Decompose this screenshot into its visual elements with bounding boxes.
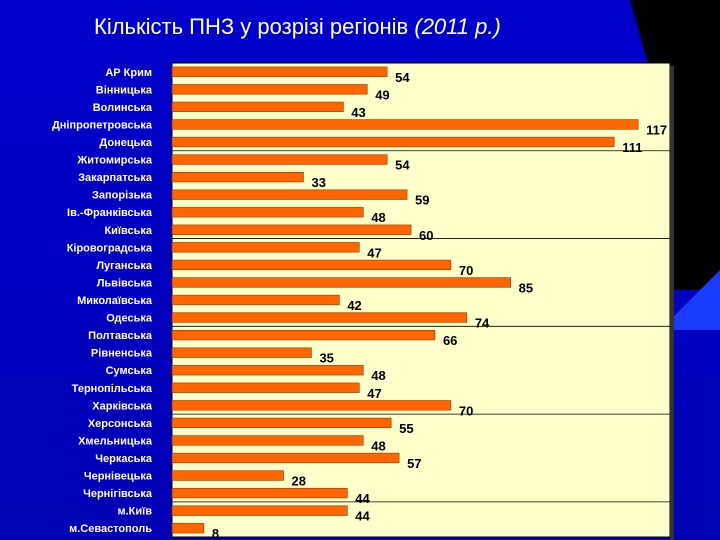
plot-shadow <box>670 66 674 540</box>
category-label: м.Севастополь <box>69 523 152 535</box>
value-label: 55 <box>399 421 413 436</box>
bar <box>171 277 511 288</box>
category-label: Ів.-Франківська <box>67 207 153 219</box>
category-label: Запорізька <box>92 190 153 202</box>
bar <box>171 189 408 200</box>
title-main: Кількість ПНЗ у розрізі регіонів <box>94 14 409 39</box>
bar <box>171 224 412 235</box>
value-label: 54 <box>395 70 410 85</box>
value-label: 74 <box>475 316 490 331</box>
category-label: Херсонська <box>88 418 153 430</box>
value-label: 44 <box>355 491 370 506</box>
value-label: 49 <box>375 87 389 102</box>
category-label: Тернопільська <box>72 383 153 395</box>
value-label: 48 <box>371 210 385 225</box>
category-label: Львівська <box>97 277 153 289</box>
bar <box>171 435 364 446</box>
bar <box>171 347 312 358</box>
value-label: 54 <box>395 158 410 173</box>
category-label: Хмельницька <box>78 435 153 447</box>
bar <box>171 154 388 165</box>
category-label: Житомирська <box>76 155 153 167</box>
bar <box>171 119 639 130</box>
value-label: 111 <box>622 140 642 155</box>
value-label: 70 <box>459 263 473 278</box>
bar <box>171 452 400 464</box>
value-label: 43 <box>351 105 365 120</box>
category-label: АР Крим <box>105 67 152 79</box>
value-label: 33 <box>311 175 325 190</box>
slide-title: Кількість ПНЗ у розрізі регіонів (2011 р… <box>94 14 501 40</box>
category-label: Вінницька <box>96 84 153 96</box>
bar <box>171 505 348 516</box>
value-label: 60 <box>419 228 433 243</box>
bar <box>171 329 436 341</box>
value-label: 35 <box>319 351 333 366</box>
title-year: (2011 р.) <box>414 14 501 39</box>
bar <box>171 294 340 306</box>
value-label: 57 <box>407 456 421 471</box>
category-label: Луганська <box>96 260 153 272</box>
bar <box>171 66 388 77</box>
value-label: 70 <box>459 403 473 418</box>
category-label: м.Київ <box>117 506 152 518</box>
bar <box>171 365 364 376</box>
corner-decoration-edge <box>672 0 720 290</box>
bar <box>171 101 344 113</box>
bar <box>171 417 392 429</box>
category-label: Чернівецька <box>84 471 153 483</box>
category-label: Волинська <box>93 102 153 114</box>
value-label: 66 <box>443 333 457 348</box>
value-label: 59 <box>415 193 429 208</box>
value-label: 28 <box>292 474 306 489</box>
bar <box>171 84 368 95</box>
category-label: Харківська <box>92 400 153 412</box>
bar <box>171 487 348 499</box>
category-label: Черкаська <box>95 453 153 465</box>
value-label: 47 <box>367 386 381 401</box>
category-label: Дніпропетровська <box>52 119 153 131</box>
bar <box>171 312 468 323</box>
bar <box>171 470 284 481</box>
value-label: 48 <box>371 438 385 453</box>
bar <box>171 259 452 271</box>
bar <box>171 382 360 393</box>
value-label: 48 <box>371 368 385 383</box>
category-label: Чернігівська <box>83 488 153 500</box>
category-label: Кіровоградська <box>67 242 153 254</box>
bar <box>171 171 304 183</box>
category-label: Закарпатська <box>78 172 153 184</box>
value-label: 117 <box>646 122 667 137</box>
category-label: Одеська <box>106 313 153 325</box>
category-label: Полтавська <box>88 330 153 342</box>
value-label: 85 <box>519 280 533 295</box>
category-label: Донецька <box>99 137 152 149</box>
value-label: 42 <box>347 298 361 313</box>
category-label: Київська <box>104 225 152 237</box>
bar <box>171 207 364 218</box>
category-label: Сумська <box>106 365 153 377</box>
bar <box>171 136 615 148</box>
value-label: 8 <box>212 526 219 540</box>
bar <box>171 400 452 411</box>
bar <box>171 242 360 253</box>
category-label: Миколаївська <box>77 295 153 307</box>
category-label: Рівненська <box>91 348 153 360</box>
bar <box>171 523 205 534</box>
value-label: 47 <box>367 245 381 260</box>
value-label: 44 <box>355 509 370 524</box>
